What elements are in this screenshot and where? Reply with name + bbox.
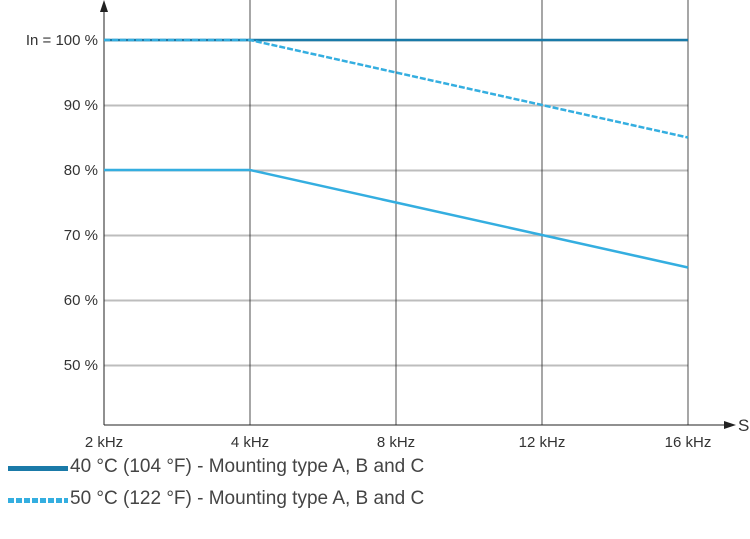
y-tick-label: 90 % bbox=[64, 97, 98, 114]
legend-swatch-solid bbox=[8, 466, 68, 471]
y-tick-label: 50 % bbox=[64, 357, 98, 374]
derating-chart: SF In = 100 % 90 % 80 % 70 % 60 % 50 % 2 kHz 4 … bbox=[26, 0, 750, 451]
y-axis-arrow bbox=[100, 0, 108, 12]
legend-label: 40 °C (104 °F) - Mounting type A, B and … bbox=[70, 456, 425, 477]
y-tick-label: 60 % bbox=[64, 292, 98, 309]
x-tick-label: 12 kHz bbox=[519, 434, 566, 451]
legend-label: 50 °C (122 °F) - Mounting type A, B and … bbox=[70, 488, 425, 509]
x-tick-label: 8 kHz bbox=[377, 434, 415, 451]
legend-item-40c: 40 °C (104 °F) - Mounting type A, B and … bbox=[8, 456, 708, 482]
x-tick-label: 4 kHz bbox=[231, 434, 269, 451]
x-tick-label: 2 kHz bbox=[85, 434, 123, 451]
x-axis-label: SF bbox=[738, 416, 750, 435]
y-tick-label: 80 % bbox=[64, 162, 98, 179]
series-line-2 bbox=[104, 38, 689, 139]
tick-labels: In = 100 % 90 % 80 % 70 % 60 % 50 % 2 kHz 4 kHz… bbox=[26, 32, 711, 451]
y-tick-label: 70 % bbox=[64, 227, 98, 244]
axes: SF bbox=[100, 0, 750, 435]
x-tick-label: 16 kHz bbox=[665, 434, 712, 451]
legend-item-50c: 50 °C (122 °F) - Mounting type A, B and … bbox=[8, 488, 708, 514]
series bbox=[103, 38, 689, 269]
grid bbox=[104, 0, 689, 425]
legend-swatch-dashed bbox=[8, 498, 68, 503]
x-axis-arrow bbox=[724, 421, 736, 429]
y-tick-label: In = 100 % bbox=[26, 32, 98, 49]
